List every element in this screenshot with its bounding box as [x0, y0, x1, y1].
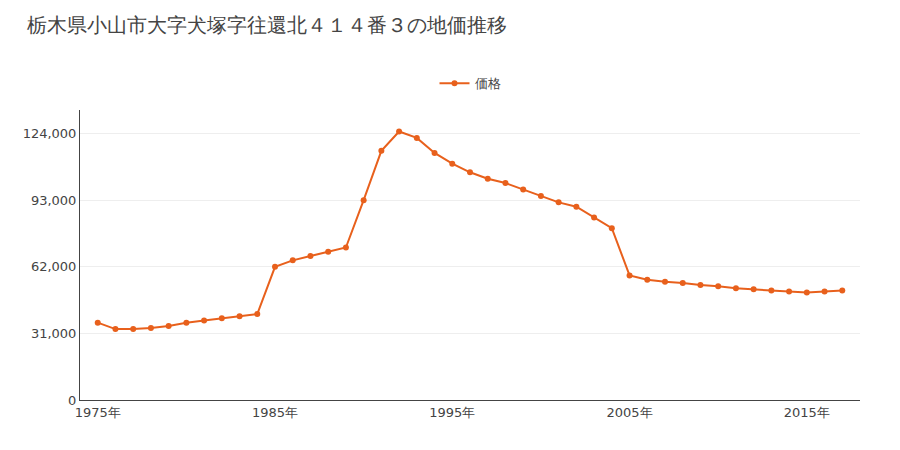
svg-text:栃木県小山市大字犬塚字往還北４１４番３の地価推移: 栃木県小山市大字犬塚字往還北４１４番３の地価推移 [27, 13, 507, 37]
svg-text:2005年: 2005年 [607, 405, 653, 420]
svg-text:2015年: 2015年 [784, 405, 830, 420]
svg-text:1995年: 1995年 [429, 405, 475, 420]
svg-text:93,000: 93,000 [31, 193, 77, 208]
svg-text:価格: 価格 [475, 76, 501, 91]
svg-text:31,000: 31,000 [31, 326, 77, 341]
svg-text:1985年: 1985年 [252, 405, 298, 420]
svg-text:124,000: 124,000 [23, 126, 77, 141]
svg-text:1975年: 1975年 [75, 405, 121, 420]
svg-text:62,000: 62,000 [31, 259, 77, 274]
svg-text:0: 0 [68, 393, 76, 408]
